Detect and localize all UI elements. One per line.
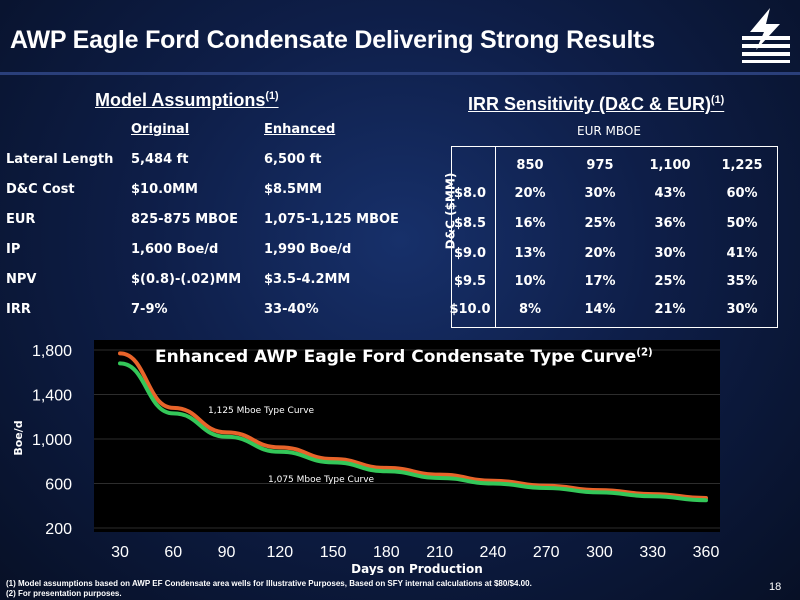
irr-cell: 8%: [518, 302, 542, 317]
y-tick-label: 1,400: [32, 388, 72, 405]
page-title: AWP Eagle Ford Condensate Delivering Str…: [10, 26, 656, 54]
col-original-header: Original: [131, 122, 190, 137]
x-tick-label: 270: [533, 544, 560, 561]
assumption-original: 7-9%: [131, 302, 168, 317]
irr-cell: 20%: [514, 186, 546, 201]
page-number: 18: [769, 581, 782, 593]
type-curve-chart: 200 600 1,000 1,400 1,800 30 60 90 120 150 180 210 2…: [12, 340, 720, 575]
assumption-original: 5,484 ft: [131, 152, 189, 167]
eur-col-header: 1,100: [649, 158, 691, 173]
x-axis-label: Days on Production: [351, 562, 483, 575]
assumption-original: $10.0MM: [131, 182, 198, 197]
eur-col-header: 850: [516, 158, 544, 173]
series-label: 1,075 Mboe Type Curve: [268, 475, 375, 485]
x-tick-label: 240: [480, 544, 507, 561]
assumption-enhanced: $3.5-4.2MM: [264, 272, 351, 287]
irr-cell: 30%: [726, 302, 758, 317]
irr-sensitivity-table: EUR MBOE D&C ($MM) 850 975 1,100 1,225 $…: [440, 118, 778, 328]
dc-row-header: $8.5: [453, 216, 487, 231]
irr-table-border: [451, 146, 778, 328]
irr-cell: 14%: [584, 302, 616, 317]
assumption-label: Lateral Length: [6, 152, 114, 167]
irr-cell: 41%: [726, 246, 758, 261]
footnote-2: (2) For presentation purposes.: [6, 589, 122, 598]
irr-table-divider: [495, 146, 496, 328]
x-tick-label: 210: [426, 544, 453, 561]
y-tick-label: 200: [45, 521, 72, 538]
irr-cell: 30%: [584, 186, 616, 201]
y-axis-label: Boe/d: [12, 420, 25, 455]
assumption-enhanced: 1,990 Boe/d: [264, 242, 352, 257]
irr-cell: 50%: [726, 216, 758, 231]
assumption-enhanced: 1,075-1,125 MBOE: [264, 212, 399, 227]
x-tick-label: 30: [111, 544, 129, 561]
dc-row-header: $10.0: [449, 302, 491, 317]
title-divider: [0, 72, 800, 75]
y-tick-label: 1,000: [32, 432, 72, 449]
footnotes: (1) Model assumptions based on AWP EF Co…: [6, 579, 532, 599]
dc-row-header: $8.0: [453, 186, 487, 201]
x-tick-label: 90: [218, 544, 236, 561]
irr-cell: 21%: [654, 302, 686, 317]
eur-col-header: 975: [586, 158, 614, 173]
irr-cell: 13%: [514, 246, 546, 261]
irr-cell: 16%: [514, 216, 546, 231]
col-enhanced-header: Enhanced: [264, 122, 336, 137]
x-tick-label: 120: [266, 544, 293, 561]
assumption-original: 1,600 Boe/d: [131, 242, 219, 257]
assumption-original: 825-875 MBOE: [131, 212, 238, 227]
irr-cell: 35%: [726, 274, 758, 289]
y-tick-label: 600: [45, 477, 72, 494]
irr-cell: 17%: [584, 274, 616, 289]
irr-cell: 36%: [654, 216, 686, 231]
irr-cell: 30%: [654, 246, 686, 261]
x-tick-label: 330: [639, 544, 666, 561]
series-label: 1,125 Mboe Type Curve: [208, 406, 315, 416]
assumption-label: D&C Cost: [6, 182, 75, 197]
irr-cell: 60%: [726, 186, 758, 201]
assumption-enhanced: 6,500 ft: [264, 152, 322, 167]
x-tick-label: 150: [320, 544, 347, 561]
irr-cell: 25%: [584, 216, 616, 231]
y-tick-label: 1,800: [32, 343, 72, 360]
assumption-label: EUR: [6, 212, 36, 227]
assumption-label: NPV: [6, 272, 37, 287]
model-assumptions-heading: Model Assumptions(1): [95, 90, 279, 110]
eur-header: EUR MBOE: [577, 124, 641, 138]
irr-cell: 20%: [584, 246, 616, 261]
series-line: [118, 361, 708, 503]
assumption-enhanced: 33-40%: [264, 302, 319, 317]
assumption-enhanced: $8.5MM: [264, 182, 322, 197]
company-logo-icon: [742, 8, 790, 63]
x-tick-label: 360: [693, 544, 720, 561]
irr-cell: 10%: [514, 274, 546, 289]
irr-sensitivity-heading: IRR Sensitivity (D&C & EUR)(1): [468, 94, 725, 114]
dc-row-header: $9.5: [453, 274, 487, 289]
plot-area: [94, 340, 720, 532]
assumption-label: IRR: [6, 302, 31, 317]
irr-cell: 25%: [654, 274, 686, 289]
irr-cell: 43%: [654, 186, 686, 201]
chart-title: Enhanced AWP Eagle Ford Condensate Type …: [155, 347, 653, 367]
eur-col-header: 1,225: [721, 158, 763, 173]
x-tick-label: 60: [164, 544, 182, 561]
assumption-label: IP: [6, 242, 21, 257]
assumption-original: $(0.8)-(.02)MM: [131, 272, 242, 287]
dc-row-header: $9.0: [453, 246, 487, 261]
x-tick-label: 300: [586, 544, 613, 561]
dc-axis-label: D&C ($MM): [443, 172, 458, 250]
footnote-1: (1) Model assumptions based on AWP EF Co…: [6, 579, 532, 588]
series-line: [118, 351, 708, 500]
x-tick-label: 180: [373, 544, 400, 561]
